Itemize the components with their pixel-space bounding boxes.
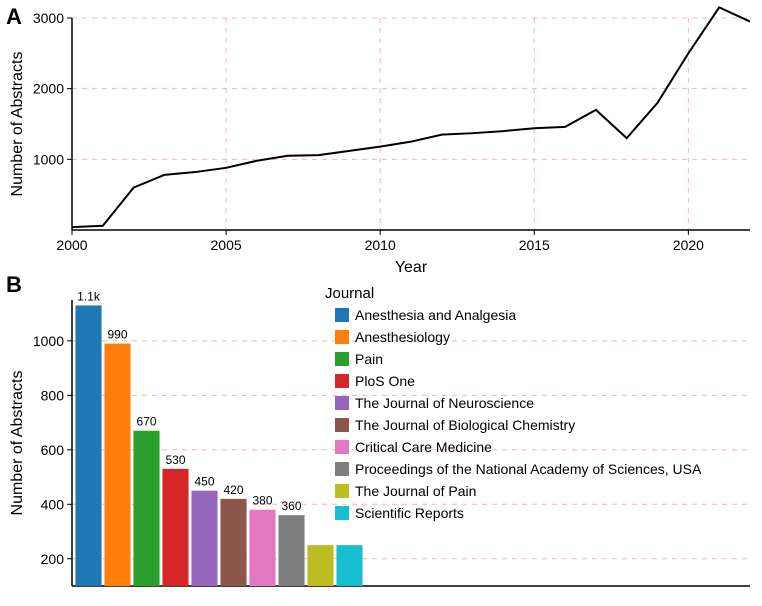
y-axis-title: Number of Abstracts [9, 52, 26, 197]
legend-swatch [335, 484, 349, 498]
legend-swatch [335, 462, 349, 476]
legend-label: Pain [355, 351, 383, 367]
legend-label: Proceedings of the National Academy of S… [355, 461, 702, 477]
bar [162, 469, 188, 586]
line-series [72, 7, 750, 227]
legend-swatch [335, 396, 349, 410]
bar-value-label: 380 [252, 494, 272, 508]
bar [133, 431, 159, 586]
bar [307, 545, 333, 586]
figure-container: A B 10002000300020002005201020152020Numb… [0, 0, 762, 606]
legend-swatch [335, 352, 349, 366]
legend-label: The Journal of Biological Chemistry [355, 417, 575, 433]
legend-label: The Journal of Pain [355, 483, 476, 499]
bar-value-label: 670 [136, 415, 156, 429]
bar [104, 344, 130, 586]
x-axis-title: Year [395, 259, 428, 276]
legend-title: Journal [325, 285, 374, 302]
y-tick-label: 600 [41, 442, 65, 458]
bar-value-label: 450 [194, 475, 214, 489]
y-tick-label: 800 [41, 387, 65, 403]
legend-swatch [335, 374, 349, 388]
bar-value-label: 1.1k [77, 289, 101, 303]
y-tick-label: 400 [41, 496, 65, 512]
panel-b-chart: 200 400 600 800 1000 1.1k 990 670 530 450 420 380 36… [0, 280, 762, 606]
x-tick-label: 2020 [673, 237, 704, 253]
legend-label: Anesthesiology [355, 329, 450, 345]
bar [336, 545, 362, 586]
y-tick-label: 1000 [33, 333, 64, 349]
y-tick-label: 200 [41, 551, 65, 567]
legend-swatch [335, 440, 349, 454]
bar [249, 510, 275, 586]
bar [220, 499, 246, 586]
y-tick-label: 1000 [33, 151, 64, 167]
x-tick-label: 2015 [519, 237, 550, 253]
legend-swatch [335, 330, 349, 344]
legend-label: The Journal of Neuroscience [355, 395, 534, 411]
bar [191, 491, 217, 586]
legend-label: Scientific Reports [355, 505, 464, 521]
bar [278, 515, 304, 586]
legend-label: PloS One [355, 373, 415, 389]
bar-value-label: 530 [165, 453, 185, 467]
legend-swatch [335, 308, 349, 322]
legend-label: Critical Care Medicine [355, 439, 492, 455]
x-tick-label: 2010 [365, 237, 396, 253]
bar [75, 305, 101, 586]
legend-swatch [335, 506, 349, 520]
bar-value-label: 360 [281, 499, 301, 513]
bar-value-label: 990 [107, 328, 127, 342]
x-tick-label: 2005 [211, 237, 242, 253]
legend-label: Anesthesia and Analgesia [355, 307, 516, 323]
y-tick-label: 2000 [33, 81, 64, 97]
x-tick-label: 2000 [56, 237, 87, 253]
legend-swatch [335, 418, 349, 432]
y-tick-label: 3000 [33, 10, 64, 26]
y-axis-title: Number of Abstracts [9, 371, 26, 516]
bar-value-label: 420 [223, 483, 243, 497]
panel-a-chart: 1000 2000 3000 2000 2005 2010 2015 2020 Number o… [0, 0, 762, 280]
